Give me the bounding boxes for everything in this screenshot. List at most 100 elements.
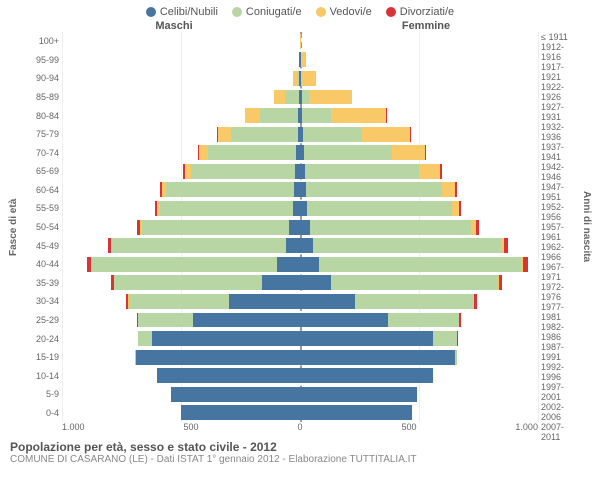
bar-row [62, 125, 300, 144]
legend: Celibi/NubiliConiugati/eVedovi/eDivorzia… [0, 0, 600, 20]
birthyear-tick: 1992-1996 [538, 362, 578, 382]
bar-segment [306, 182, 442, 197]
bar-row [62, 292, 300, 311]
bar-segment [181, 405, 300, 420]
y-axis-left-title: Fasce di età [8, 32, 22, 422]
bar-row [300, 69, 538, 88]
bar-segment [499, 275, 502, 290]
bar-segment [277, 257, 300, 272]
age-tick: 45-49 [22, 236, 62, 255]
bar-segment [392, 145, 425, 160]
bar-row [62, 385, 300, 404]
birthyear-tick: 1942-1946 [538, 162, 578, 182]
bar-segment [300, 387, 417, 402]
bar-segment [191, 164, 296, 179]
footer: Popolazione per età, sesso e stato civil… [0, 436, 600, 469]
age-tick: 75-79 [22, 125, 62, 144]
bar-segment [92, 257, 278, 272]
legend-label: Divorziati/e [400, 6, 454, 18]
bar-row [300, 88, 538, 107]
bar-segment [166, 182, 295, 197]
birthyear-ticks: ≤ 19111912-19161917-19211922-19261927-19… [538, 32, 578, 422]
age-tick: 65-69 [22, 162, 62, 181]
bar-segment [355, 294, 474, 309]
bars-container [62, 32, 538, 422]
age-tick: 0-4 [22, 404, 62, 423]
legend-swatch [386, 7, 396, 17]
bar-segment [293, 201, 300, 216]
chart-subtitle: COMUNE DI CASARANO (LE) - Dati ISTAT 1° … [10, 454, 590, 465]
bar-segment [286, 238, 300, 253]
bar-segment [302, 108, 331, 123]
age-tick: 90-94 [22, 69, 62, 88]
male-side [62, 32, 300, 422]
bar-row [62, 143, 300, 162]
birthyear-tick: 1917-1921 [538, 62, 578, 82]
bar-segment [112, 238, 286, 253]
bar-row [62, 51, 300, 70]
x-tick: 0 [297, 422, 302, 436]
bar-segment [388, 313, 459, 328]
female-side [300, 32, 538, 422]
age-tick: 5-9 [22, 385, 62, 404]
bar-segment [309, 90, 352, 105]
bar-segment [208, 145, 296, 160]
bar-segment [313, 238, 501, 253]
bar-segment [138, 331, 152, 346]
birthyear-tick: 1957-1961 [538, 222, 578, 242]
bar-row [62, 366, 300, 385]
x-axis-ticks: 1.00050005001.000 [62, 422, 538, 436]
bar-row [300, 32, 538, 51]
x-tick: 1.000 [62, 422, 85, 436]
bar-segment [419, 164, 440, 179]
bar-segment [274, 90, 285, 105]
age-tick: 85-89 [22, 88, 62, 107]
bar-segment [303, 127, 363, 142]
birthyear-tick: 2007-2011 [538, 422, 578, 442]
bar-segment [300, 275, 331, 290]
bar-segment [129, 294, 229, 309]
x-tick: 1.000 [515, 422, 538, 436]
legend-swatch [232, 7, 242, 17]
bar-segment [300, 201, 307, 216]
bar-segment [331, 275, 498, 290]
bar-segment [285, 90, 299, 105]
bar-row [62, 199, 300, 218]
age-ticks: 100+95-9990-9485-8980-8475-7970-7465-696… [22, 32, 62, 422]
bar-segment [193, 313, 300, 328]
bar-segment [476, 220, 479, 235]
bar-segment [301, 52, 306, 67]
age-tick: 60-64 [22, 181, 62, 200]
bar-segment [300, 350, 455, 365]
bar-row [300, 199, 538, 218]
age-tick: 20-24 [22, 329, 62, 348]
age-tick: 70-74 [22, 143, 62, 162]
bar-row [62, 69, 300, 88]
bar-segment [459, 313, 460, 328]
bar-segment [455, 182, 457, 197]
age-tick: 15-19 [22, 348, 62, 367]
bar-row [300, 143, 538, 162]
bar-row [62, 181, 300, 200]
bar-segment [114, 275, 262, 290]
birthyear-tick: 1962-1966 [538, 242, 578, 262]
bar-row [62, 88, 300, 107]
age-tick: 80-84 [22, 106, 62, 125]
bar-segment [304, 145, 392, 160]
bar-segment [455, 350, 457, 365]
birthyear-tick: 1932-1936 [538, 122, 578, 142]
y-axis-right-title: Anni di nascita [578, 32, 592, 422]
bar-row [300, 162, 538, 181]
bar-segment [300, 220, 310, 235]
age-tick: 40-44 [22, 255, 62, 274]
female-label: Femmine [300, 20, 552, 32]
bar-segment [199, 145, 209, 160]
bar-segment [440, 164, 441, 179]
age-tick: 10-14 [22, 366, 62, 385]
bar-segment [142, 220, 290, 235]
legend-swatch [316, 7, 326, 17]
birthyear-tick: 1972-1976 [538, 282, 578, 302]
bar-segment [523, 257, 527, 272]
bar-segment [302, 71, 316, 86]
bar-row [300, 236, 538, 255]
